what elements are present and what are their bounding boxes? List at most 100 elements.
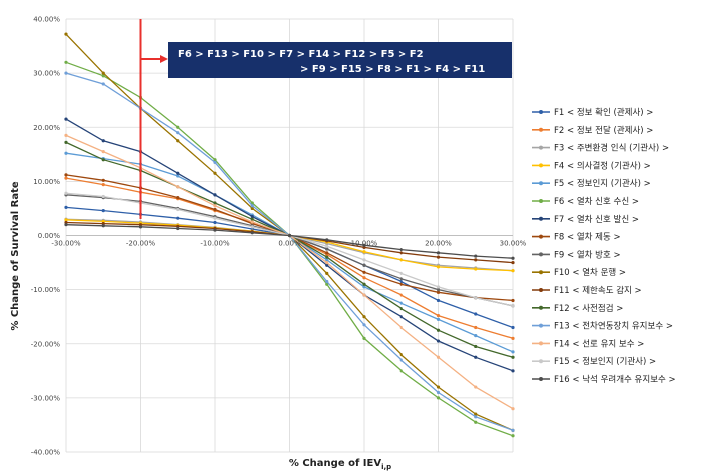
data-point bbox=[362, 250, 366, 254]
data-point bbox=[176, 216, 180, 220]
data-point bbox=[474, 325, 478, 330]
data-point bbox=[474, 258, 478, 262]
data-point bbox=[511, 298, 515, 303]
data-point bbox=[436, 339, 441, 343]
data-point bbox=[436, 265, 441, 269]
data-point bbox=[101, 194, 105, 199]
y-axis-title: % Change of Survival Rate bbox=[10, 181, 21, 331]
legend-label: F3 < 주변환경 인식 (기관사) > bbox=[554, 143, 669, 154]
legend-label: F4 < 의사결정 (기관사) > bbox=[554, 160, 651, 171]
data-point bbox=[436, 290, 441, 294]
legend-marker bbox=[539, 270, 543, 275]
y-tick-label: 0.00% bbox=[38, 232, 61, 240]
annotation-line-2: > F9 > F15 > F8 > F1 > F4 > F11 bbox=[300, 64, 485, 75]
data-point bbox=[176, 174, 180, 178]
legend-label: F13 < 전차연동장치 유지보수 > bbox=[554, 321, 673, 332]
data-point bbox=[64, 176, 68, 180]
y-tick-label: 10.00% bbox=[33, 178, 60, 186]
data-point bbox=[176, 185, 180, 189]
data-point bbox=[436, 298, 441, 303]
y-tick-label: 40.00% bbox=[33, 16, 60, 24]
data-point bbox=[250, 217, 254, 221]
data-point bbox=[474, 267, 478, 271]
legend-marker bbox=[539, 359, 543, 364]
data-point bbox=[362, 285, 366, 289]
data-point bbox=[436, 285, 441, 289]
annotation-arrowhead bbox=[160, 55, 168, 63]
y-tick-label: -20.00% bbox=[31, 340, 61, 348]
legend-marker bbox=[539, 377, 543, 381]
data-point bbox=[474, 344, 478, 349]
legend-label: F6 < 열차 신호 수신 > bbox=[554, 197, 639, 207]
data-point bbox=[474, 385, 478, 389]
data-point bbox=[101, 178, 105, 182]
legend-label: F12 < 사전점검 > bbox=[554, 303, 623, 314]
data-point bbox=[399, 306, 403, 311]
legend-label: F10 < 열차 운행 > bbox=[554, 267, 626, 278]
data-point bbox=[511, 407, 515, 411]
data-point bbox=[511, 369, 515, 373]
x-axis-title-subscript: i,p bbox=[381, 463, 391, 471]
data-point bbox=[213, 204, 217, 208]
legend-marker bbox=[539, 252, 543, 257]
y-tick-label: 30.00% bbox=[33, 70, 60, 78]
data-point bbox=[250, 206, 254, 211]
data-point bbox=[64, 140, 68, 145]
legend-marker bbox=[539, 305, 543, 310]
legend-label: F1 < 정보 확인 (관제사) > bbox=[554, 107, 653, 118]
data-point bbox=[213, 207, 217, 212]
legend-label: F16 < 낙석 우려개수 유지보수 > bbox=[554, 374, 676, 385]
data-point bbox=[511, 325, 515, 330]
legend-label: F5 < 정보인지 (기관사) > bbox=[554, 178, 651, 189]
data-point bbox=[213, 201, 217, 205]
y-tick-label: 20.00% bbox=[33, 124, 60, 132]
data-point bbox=[64, 133, 68, 137]
data-point bbox=[511, 350, 515, 354]
annotation-background bbox=[168, 42, 512, 78]
data-point bbox=[436, 385, 441, 389]
data-point bbox=[64, 205, 68, 209]
x-axis-title: % Change of IEVi,p bbox=[289, 458, 391, 471]
legend-label: F15 < 정보인지 (기관사) > bbox=[554, 356, 656, 367]
legend-label: F14 < 선로 유지 보수 > bbox=[554, 339, 644, 349]
data-point bbox=[250, 204, 254, 208]
data-point bbox=[287, 233, 292, 238]
data-point bbox=[325, 263, 329, 267]
data-point bbox=[511, 355, 515, 359]
data-point bbox=[436, 314, 441, 318]
data-point bbox=[64, 151, 68, 155]
y-tick-label: -10.00% bbox=[31, 286, 61, 294]
data-point bbox=[64, 32, 68, 36]
data-point bbox=[64, 218, 68, 222]
legend-label: F9 < 열차 방호 > bbox=[554, 249, 621, 260]
legend-label: F2 < 정보 전달 (관제사) > bbox=[554, 125, 653, 136]
x-tick-label: 20.00% bbox=[425, 240, 452, 248]
data-point bbox=[325, 238, 329, 242]
data-point bbox=[436, 251, 441, 255]
legend-marker bbox=[539, 216, 543, 221]
data-point bbox=[213, 171, 217, 175]
legend-label: F11 < 제한속도 감지 > bbox=[554, 285, 642, 296]
data-point bbox=[362, 293, 366, 297]
data-point bbox=[64, 60, 68, 64]
annotation-line-1: F6 > F13 > F10 > F7 > F14 > F12 > F5 > F… bbox=[178, 49, 424, 60]
data-point bbox=[511, 269, 515, 273]
data-point bbox=[474, 334, 478, 338]
data-point bbox=[399, 301, 403, 305]
data-point bbox=[325, 271, 329, 275]
data-point bbox=[436, 328, 441, 332]
data-point bbox=[511, 304, 515, 308]
data-point bbox=[362, 323, 366, 327]
data-point bbox=[399, 247, 403, 252]
data-point bbox=[213, 216, 217, 220]
data-point bbox=[138, 225, 143, 229]
data-point bbox=[474, 296, 478, 300]
data-point bbox=[176, 207, 180, 212]
data-point bbox=[436, 288, 441, 292]
legend-marker bbox=[539, 341, 543, 346]
data-point bbox=[101, 209, 105, 213]
data-point bbox=[362, 243, 366, 247]
data-point bbox=[474, 312, 478, 316]
data-point bbox=[362, 276, 366, 280]
y-tick-label: -40.00% bbox=[31, 449, 61, 457]
